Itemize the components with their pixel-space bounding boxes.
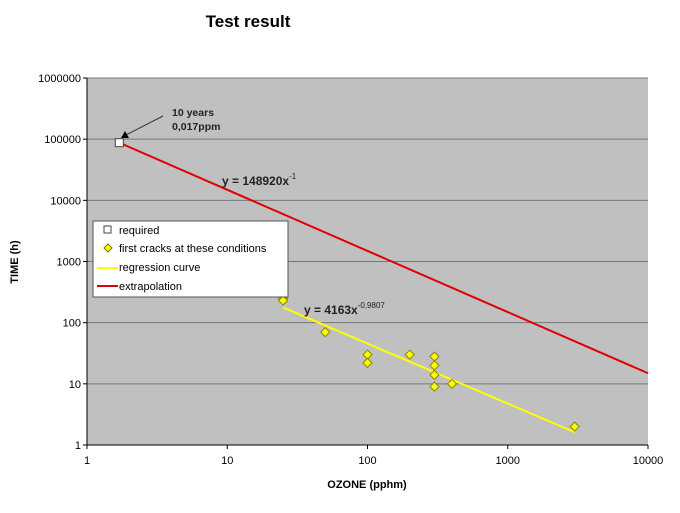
x-tick-label: 1 xyxy=(84,455,90,467)
legend-marker-required xyxy=(103,225,112,234)
extrapolation-line xyxy=(118,141,649,375)
legend-label-required: required xyxy=(119,225,159,237)
crack-data-point xyxy=(320,326,331,338)
x-axis-label: OZONE (pphm) xyxy=(327,479,407,491)
regression-equation: y = 4163x-0,9807 xyxy=(304,301,385,317)
legend-marker-cracks xyxy=(103,243,113,253)
crack-data-point xyxy=(429,381,440,392)
annotation-arrowhead xyxy=(121,131,129,138)
required-annotation: 10 years 0,017ppm xyxy=(121,107,220,138)
extrapolation-equation: y = 148920x-1 xyxy=(222,172,297,188)
annotation-arrow-line xyxy=(125,115,164,136)
x-tick-label: 100 xyxy=(358,455,376,467)
annotation-line-1: 10 years xyxy=(172,107,214,119)
annotation-line-2: 0,017ppm xyxy=(172,121,220,133)
chart-title: Test result xyxy=(206,12,291,31)
crack-data-point xyxy=(362,357,373,369)
x-tick-label: 10 xyxy=(221,455,233,467)
crack-data-point xyxy=(277,295,289,306)
crack-data-point xyxy=(429,369,440,381)
legend-box xyxy=(92,220,289,298)
legend: required first cracks at these condition… xyxy=(92,220,289,298)
x-tick-label: 1000 xyxy=(496,455,520,467)
y-tick-label: 10000 xyxy=(50,195,81,207)
y-tick-label: 1000000 xyxy=(38,73,81,85)
crack-data-point xyxy=(404,349,415,360)
legend-label-cracks: first cracks at these conditions xyxy=(119,243,267,255)
legend-label-extrapolation: extrapolation xyxy=(119,281,182,293)
y-tick-label: 1 xyxy=(75,440,81,452)
y-axis-label: TIME (h) xyxy=(9,240,21,284)
y-tick-label: 100 xyxy=(63,318,81,330)
y-tick-label: 1000 xyxy=(57,257,81,269)
y-tick-label: 100000 xyxy=(44,134,81,146)
y-tick-label: 10 xyxy=(69,379,81,391)
required-point xyxy=(114,138,124,148)
regression-curve-line xyxy=(282,306,576,434)
crack-data-point xyxy=(569,421,580,432)
legend-label-regression: regression curve xyxy=(119,262,200,274)
crack-data-point xyxy=(446,378,458,390)
x-tick-label: 10000 xyxy=(633,455,664,467)
